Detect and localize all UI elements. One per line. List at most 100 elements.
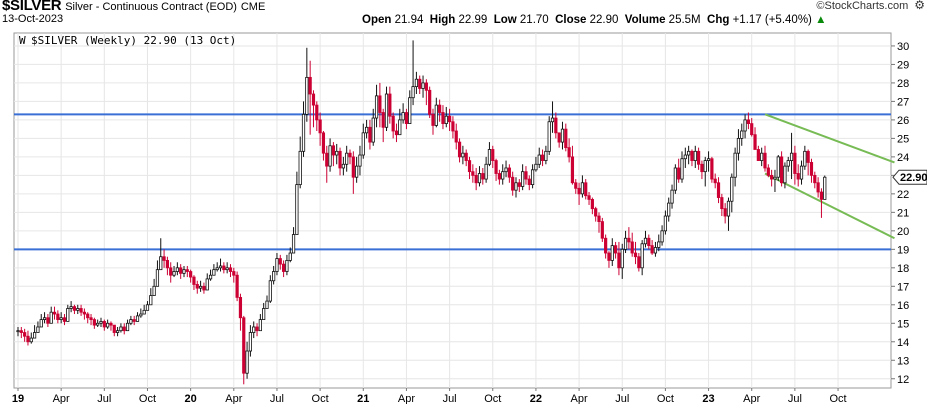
candle-body: [341, 163, 345, 169]
candle-body: [189, 271, 193, 278]
candle-body: [99, 321, 103, 324]
y-tick-label: 24: [897, 152, 909, 164]
candle-body: [720, 197, 724, 210]
candle-body: [135, 315, 140, 322]
candle-body: [789, 152, 794, 161]
candle-body: [228, 267, 233, 272]
candle-body: [202, 285, 206, 291]
candle-body: [418, 78, 422, 89]
candle-body: [816, 182, 820, 193]
candle-body: [690, 150, 694, 161]
x-axis: 19 Apr Jul Oct 20 Apr Jul Oct 21 Apr Jul Oct 22 Apr Ju…: [12, 388, 847, 404]
candle-body: [447, 115, 452, 123]
candle-body: [325, 152, 329, 167]
candle-body: [614, 245, 618, 254]
candle-body: [740, 130, 744, 139]
open-value: 21.94: [394, 14, 424, 26]
candle-body: [36, 326, 40, 333]
candle-body: [557, 132, 561, 143]
candle-body: [501, 171, 505, 180]
candle-body: [411, 86, 415, 99]
candle-body: [786, 160, 790, 167]
candle-body: [650, 245, 654, 254]
x-tick-label: Oct: [312, 393, 329, 404]
x-tick-label: 22: [530, 393, 542, 404]
brand: ©StockCharts.com ⚙: [816, 0, 925, 12]
candle-body: [192, 276, 196, 285]
chart-legend: W $SILVER (Weekly) 22.90 (13 Oct): [19, 34, 236, 47]
candle-body: [238, 297, 243, 319]
candle-body: [630, 241, 634, 254]
candle-body: [527, 178, 531, 186]
candle-body: [756, 149, 760, 161]
y-tick-label: 30: [897, 41, 909, 53]
candle-body: [69, 306, 73, 309]
exchange: CME: [240, 1, 266, 13]
candle-body: [713, 178, 717, 184]
candle-body: [49, 311, 53, 324]
y-tick-label: 20: [897, 226, 909, 238]
candle-body: [59, 317, 63, 320]
candle-body: [524, 171, 528, 180]
candle-body: [335, 150, 339, 156]
candle-body: [232, 271, 236, 276]
high-value: 22.99: [458, 14, 488, 26]
x-tick-label: Apr: [571, 393, 588, 404]
x-tick-label: 23: [702, 393, 714, 404]
y-tick-label: 15: [897, 318, 909, 330]
gear-icon[interactable]: ⚙: [914, 0, 925, 12]
candle-body: [487, 149, 492, 165]
candle-body: [481, 173, 485, 180]
candle-body: [301, 113, 306, 152]
candle-body: [39, 319, 43, 328]
candle-body: [683, 154, 687, 160]
candle-body: [368, 126, 372, 143]
x-tick-label: 19: [12, 393, 24, 404]
candle-body: [537, 154, 541, 165]
ohlc-summary: Open 21.94 High 22.99 Low 21.70 Close 22…: [362, 14, 826, 26]
candle-body: [248, 332, 252, 352]
candle-body: [677, 167, 681, 180]
candle-body: [272, 271, 276, 282]
candle-body: [441, 112, 445, 124]
y-tick-label: 14: [897, 337, 909, 349]
candle-body: [421, 82, 425, 89]
candle-body: [484, 163, 488, 180]
candle-body: [351, 156, 355, 178]
x-tick-label: Oct: [139, 393, 156, 404]
candle-body: [633, 252, 638, 258]
y-tick-label: 12: [897, 374, 909, 386]
candle-body: [577, 187, 581, 195]
candle-body: [550, 117, 555, 123]
candle-body: [461, 152, 465, 158]
candle-body: [697, 150, 701, 165]
candle-body: [567, 147, 571, 158]
x-tick-label: Oct: [829, 393, 846, 404]
candle-body: [743, 119, 747, 132]
candle-body: [252, 326, 256, 333]
candle-body: [215, 267, 219, 271]
symbol-title: $SILVER Silver - Continuous Contract (EO…: [2, 0, 265, 14]
candle-body: [760, 152, 764, 161]
x-tick-label: Apr: [225, 393, 242, 404]
x-tick-label: Apr: [743, 393, 760, 404]
candle-body: [600, 221, 604, 239]
candle-body: [225, 267, 229, 271]
candle-body: [281, 263, 286, 272]
candle-body: [222, 265, 226, 271]
candle-body: [703, 160, 707, 173]
candle-body: [809, 162, 814, 176]
candle-body: [285, 260, 289, 272]
candle-body: [268, 280, 272, 302]
candle-body: [497, 173, 502, 180]
candle-body: [799, 165, 804, 180]
candle-body: [374, 95, 379, 119]
candle-body: [182, 269, 186, 274]
candle-body: [670, 189, 674, 204]
channel-lower-line: [764, 172, 895, 240]
y-tick-label: 21: [897, 207, 909, 219]
low-value: 21.70: [519, 14, 549, 26]
candle-body: [726, 200, 731, 217]
candle-body: [235, 274, 239, 298]
y-tick-label: 27: [897, 96, 909, 108]
